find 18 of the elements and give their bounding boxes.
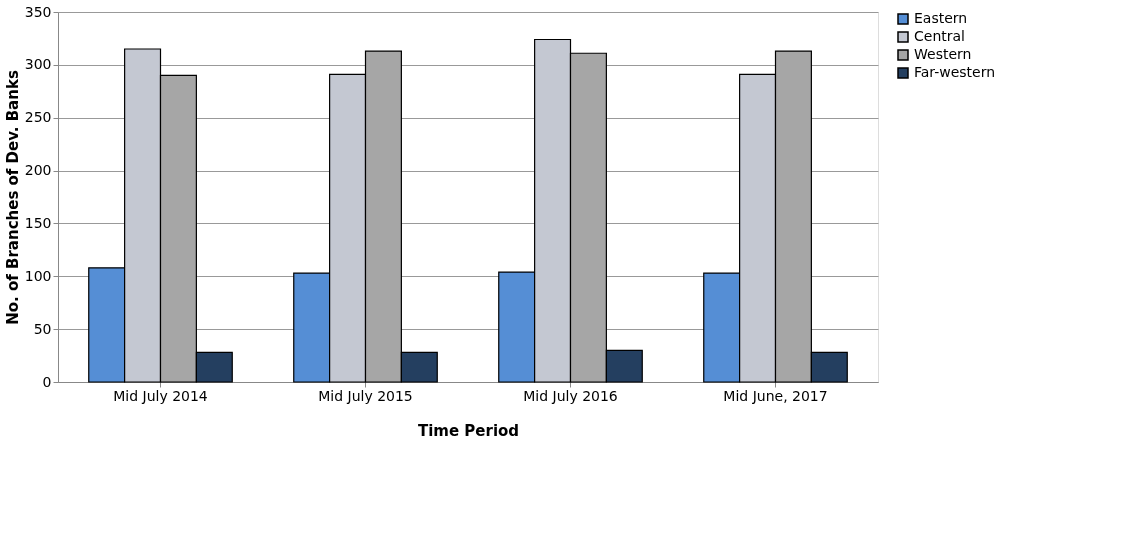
y-tick-label: 100 (24, 267, 52, 284)
legend-label: Eastern (914, 10, 968, 26)
y-tick-label: 0 (42, 373, 52, 390)
legend-label: Central (914, 28, 965, 44)
x-tick-label: Mid July 2014 (113, 387, 208, 404)
y-tick-label: 200 (24, 162, 52, 179)
x-tick-label: Mid June, 2017 (723, 387, 828, 404)
x-axis-title: Time Period (417, 421, 520, 440)
y-tick-label: 150 (24, 214, 52, 231)
legend-label: Western (914, 46, 972, 62)
y-tick-label: 50 (33, 320, 52, 337)
y-tick-label: 250 (24, 109, 52, 126)
x-tick-label: Mid July 2016 (523, 387, 618, 404)
x-tick-label: Mid July 2015 (318, 387, 413, 404)
y-axis-title: No. of Branches of Dev. Banks (3, 70, 22, 325)
legend-label: Far-western (914, 64, 996, 80)
y-tick-label: 350 (24, 3, 52, 20)
y-tick-label: 300 (24, 56, 52, 73)
